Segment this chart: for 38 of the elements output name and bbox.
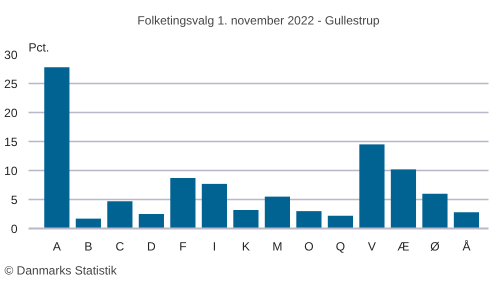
bar	[422, 194, 448, 228]
y-tick-label: 10	[4, 164, 18, 178]
y-tick-label: 15	[4, 135, 18, 149]
x-tick-label: B	[84, 240, 92, 254]
bar	[233, 210, 258, 228]
x-tick-label: D	[147, 240, 156, 254]
text: © Danmarks Statistik	[4, 264, 118, 278]
bar	[359, 144, 385, 228]
x-tick-label: C	[116, 240, 125, 254]
bar	[454, 212, 480, 228]
x-tick-label: F	[179, 240, 187, 254]
x-tick-label: Å	[462, 240, 470, 254]
y-tick-label: 0	[10, 222, 18, 236]
x-tick-label: A	[52, 240, 61, 254]
y-axis-title: Pct.	[28, 40, 50, 54]
bar	[138, 214, 164, 228]
bar	[107, 201, 132, 228]
y-tick-label: 30	[4, 48, 18, 62]
x-tick-label: I	[212, 240, 216, 254]
x-tick-label: Ø	[430, 240, 440, 254]
bar	[328, 216, 354, 228]
x-tick-label: M	[272, 240, 282, 254]
x-tick-label: V	[368, 240, 376, 254]
bar	[264, 196, 290, 228]
bar	[76, 218, 101, 228]
bar	[170, 178, 196, 228]
y-tick-label: 25	[4, 77, 18, 91]
bar	[296, 211, 322, 228]
x-tick-label: O	[304, 240, 314, 254]
x-tick-label: Q	[336, 240, 346, 254]
x-tick-label: Æ	[397, 240, 410, 254]
bar	[44, 67, 70, 228]
chart-title: Folketingsvalg 1. november 2022 - Gullestrup	[137, 14, 380, 28]
bar	[202, 184, 227, 228]
y-tick-label: 5	[10, 193, 18, 207]
bar	[390, 169, 416, 228]
y-tick-label: 20	[4, 106, 18, 120]
x-tick-label: K	[242, 240, 250, 254]
